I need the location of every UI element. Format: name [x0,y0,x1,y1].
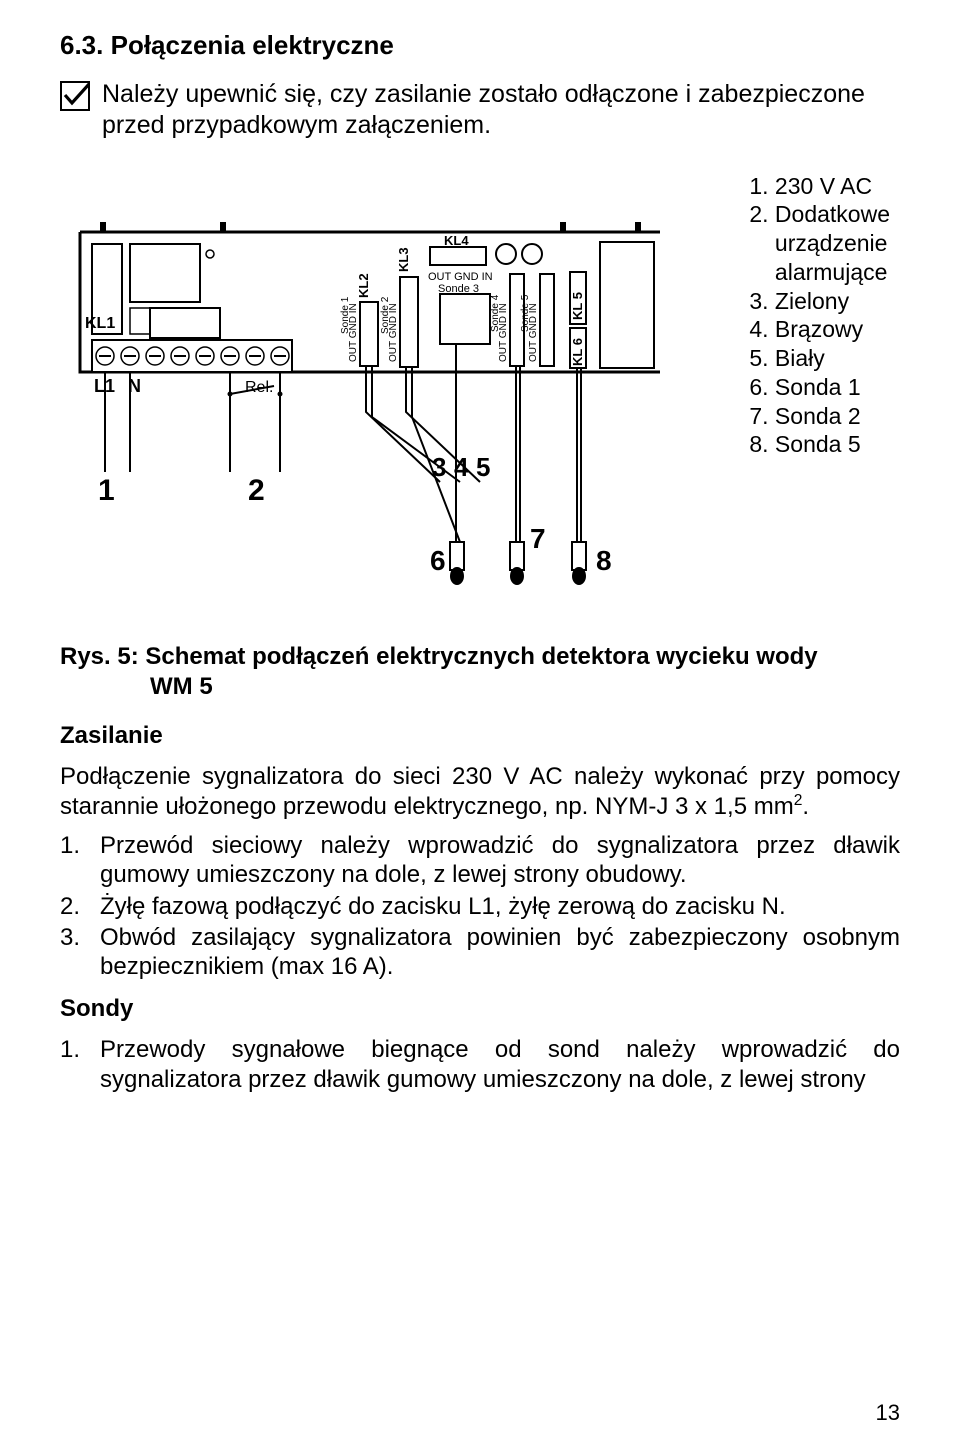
callout-8: 8 [596,545,612,576]
list-text: Obwód zasilający sygnalizatora powinien … [100,924,900,980]
terminal-block [92,340,292,372]
warning-text: Należy upewnić się, czy zasilanie został… [102,79,900,142]
page-number: 13 [876,1400,900,1426]
callout-7: 7 [530,523,546,554]
legend-item: 1. 230 V AC [749,172,890,201]
probes-heading: Sondy [60,995,900,1023]
checked-box-icon [60,81,90,111]
wiring-diagram: KL1 L1 N Rel. [60,162,900,622]
power-list: 1.Przewód sieciowy należy wprowadzić do … [60,831,900,981]
svg-text:KL 6: KL 6 [570,338,585,366]
callout-3: 3 [432,452,446,482]
callout-5: 5 [476,452,490,482]
legend-item: 7. Sonda 2 [749,402,890,431]
list-item: 3.Obwód zasilający sygnalizatora powinie… [100,923,900,982]
svg-text:KL4: KL4 [444,233,469,248]
figure-caption: Rys. 5: Schemat podłączeń elektrycznych … [60,642,900,702]
warning-block: Należy upewnić się, czy zasilanie został… [60,79,900,142]
section-title: 6.3. Połączenia elektryczne [60,30,900,61]
list-text: Przewód sieciowy należy wprowadzić do sy… [100,832,900,888]
svg-text:Sonde 1: Sonde 1 [340,296,351,334]
power-para-end: . [802,793,809,820]
list-item: 2.Żyłę fazową podłączyć do zacisku L1, ż… [100,892,900,921]
callout-6: 6 [430,545,446,576]
svg-text:KL3: KL3 [396,247,411,272]
legend-item: 6. Sonda 1 [749,373,890,402]
diagram-svg: KL1 L1 N Rel. [60,162,680,622]
power-heading: Zasilanie [60,722,900,750]
list-item: 1.Przewody sygnałowe biegnące od sond na… [100,1035,900,1094]
legend-item: 5. Biały [749,344,890,373]
legend-item: 8. Sonda 5 [749,430,890,459]
svg-text:Sonde 2: Sonde 2 [380,296,391,334]
section-number: 6.3. [60,30,103,60]
list-item: 1.Przewód sieciowy należy wprowadzić do … [100,831,900,890]
diagram-legend: 1. 230 V AC 2. Dodatkowe urządzenie alar… [749,172,890,460]
probes-list: 1.Przewody sygnałowe biegnące od sond na… [60,1035,900,1094]
mid-connectors: KL2 OUT GND IN Sonde 1 KL3 OUT GND IN So… [340,233,654,368]
svg-text:Sonde 5: Sonde 5 [520,294,531,332]
power-paragraph: Podłączenie sygnalizatora do sieci 230 V… [60,762,900,822]
list-text: Przewody sygnałowe biegnące od sond nale… [100,1036,900,1092]
callout-4: 4 [454,452,469,482]
legend-item: 2. Dodatkowe urządzenie alarmujące [749,200,890,286]
figure-caption-line1: Rys. 5: Schemat podłączeń elektrycznych … [60,643,818,670]
section-heading: Połączenia elektryczne [111,30,394,60]
svg-text:KL2: KL2 [356,273,371,298]
svg-text:KL 5: KL 5 [570,292,585,320]
svg-text:OUT GND IN: OUT GND IN [428,271,493,283]
figure-caption-line2: WM 5 [60,672,900,702]
svg-text:Sonde 4: Sonde 4 [490,294,501,332]
callout-2: 2 [248,474,265,507]
list-text: Żyłę fazową podłączyć do zacisku L1, żył… [100,893,786,920]
power-para-a: Podłączenie sygnalizatora do sieci 230 V… [60,763,900,820]
callout-1: 1 [98,474,115,507]
legend-item: 3. Zielony [749,287,890,316]
label-kl1: KL1 [85,315,115,332]
legend-item: 4. Brązowy [749,315,890,344]
